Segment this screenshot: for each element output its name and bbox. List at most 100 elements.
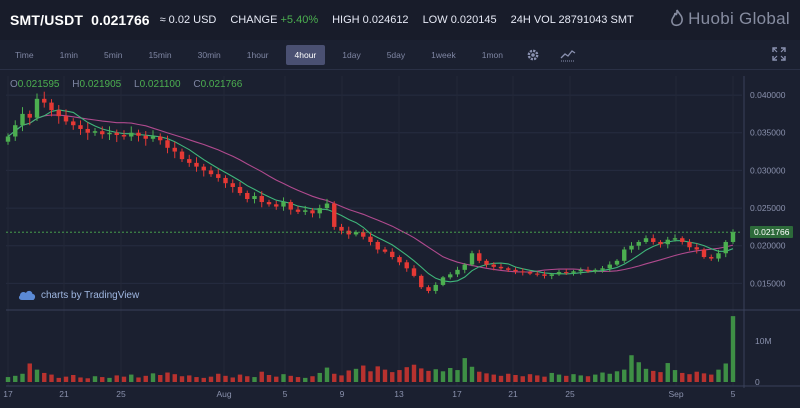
time-tick-label: Sep	[668, 389, 683, 399]
timeframe-time[interactable]: Time	[15, 49, 34, 60]
volume-bar	[440, 371, 446, 382]
volume-bar	[629, 355, 634, 382]
candle-body	[114, 132, 119, 135]
candle-body	[404, 262, 409, 269]
candlestick-chart[interactable]: 0.040000 0.035000 0.030000 0.025000 0.020000…	[0, 70, 800, 408]
candle-body	[448, 274, 453, 278]
candle-body	[484, 260, 489, 265]
fullscreen-icon[interactable]	[772, 47, 786, 66]
candle-body	[498, 266, 504, 269]
volume-bar	[317, 372, 322, 382]
volume-bar	[310, 376, 315, 382]
candle-body	[324, 203, 330, 209]
volume-bar	[506, 373, 511, 382]
timeframe-1day[interactable]: 1day	[342, 49, 361, 60]
candle-body	[397, 257, 402, 263]
volume-value: 28791043 SMT	[558, 14, 634, 26]
timeframe-1mon[interactable]: 1mon	[481, 49, 503, 60]
candle-body	[13, 125, 18, 137]
timeframe-1min[interactable]: 1min	[59, 49, 79, 60]
timeframe-5min[interactable]: 5min	[104, 49, 123, 60]
timeframe-30min[interactable]: 30min	[197, 49, 221, 60]
candle-body	[129, 132, 134, 137]
candle-body	[194, 162, 199, 167]
volume-bar	[158, 375, 163, 382]
volume-bar	[201, 377, 206, 382]
last-price: 0.021766	[91, 12, 150, 28]
volume-bar	[252, 377, 257, 382]
watermark-text: charts by TradingView	[41, 289, 140, 301]
candle-body	[332, 203, 337, 227]
candle-body	[165, 140, 170, 148]
high-value: 0.024612	[362, 14, 409, 26]
time-tick-label: 5	[283, 389, 288, 399]
change-label: CHANGE	[230, 14, 278, 26]
current-price-tag: 0.021766	[750, 226, 794, 239]
logo-text: Huobi Global	[688, 9, 790, 28]
candle-body	[672, 238, 678, 240]
volume-bar	[179, 376, 185, 382]
volume-bar	[448, 368, 453, 382]
candle-body	[440, 277, 446, 285]
volume-bar	[397, 370, 402, 382]
tradingview-watermark[interactable]: charts by TradingView	[18, 289, 139, 301]
volume-bar	[114, 375, 119, 382]
candle-body	[723, 241, 728, 254]
candle-body	[27, 113, 32, 118]
volume-bar	[709, 374, 714, 382]
candle-body	[614, 260, 620, 265]
timeframe-5day[interactable]: 5day	[386, 49, 406, 60]
volume-bar	[593, 374, 598, 382]
open-value: 0.021595	[17, 79, 60, 90]
open-label: O	[10, 79, 18, 90]
candle-body	[317, 208, 322, 214]
volume-bar	[578, 375, 583, 382]
chart-style-icon[interactable]	[560, 48, 576, 62]
candle-body	[419, 275, 424, 288]
candle-body	[100, 131, 105, 135]
chart-area[interactable]: 0.040000 0.035000 0.030000 0.025000 0.020000…	[0, 70, 800, 408]
candle-body	[230, 183, 235, 187]
timeframe-4hour[interactable]: 4hour	[285, 44, 326, 65]
candle-body	[375, 241, 380, 250]
low-stat: LOW 0.020145	[423, 14, 497, 26]
volume-bar	[150, 373, 156, 382]
candle-body	[477, 253, 482, 261]
volume-label: 24H VOL	[510, 14, 556, 26]
candle-body	[346, 230, 351, 235]
volume-bar	[716, 369, 721, 382]
volume-bar	[85, 378, 90, 382]
volume-bar	[404, 367, 409, 382]
candle-body	[121, 134, 127, 137]
candle-body	[71, 121, 76, 126]
candle-body	[687, 241, 692, 248]
volume-bar	[13, 375, 18, 382]
candle-body	[578, 269, 583, 272]
low-label: LOW	[422, 14, 448, 26]
change-stat: CHANGE +5.40%	[230, 14, 318, 26]
timeframe-1hour[interactable]: 1hour	[246, 49, 269, 60]
high-label-legend: H	[72, 79, 80, 90]
volume-bar	[27, 363, 32, 382]
usd-approx: ≈ 0.02 USD	[159, 14, 217, 26]
candle-body	[469, 253, 475, 265]
candle-body	[208, 170, 214, 175]
gear-icon[interactable]	[526, 48, 540, 62]
volume-bar	[361, 365, 366, 382]
volume-bar	[230, 377, 235, 382]
volume-bar	[295, 377, 301, 382]
cloud-icon	[18, 290, 36, 300]
candle-body	[288, 202, 293, 210]
timeframe-15min[interactable]: 15min	[148, 49, 172, 60]
candle-body	[42, 98, 47, 103]
timeframe-1week[interactable]: 1week	[431, 49, 456, 60]
candle-body	[303, 210, 308, 212]
volume-bar	[339, 375, 344, 382]
time-tick-label: 5	[731, 389, 736, 399]
volume-bar	[136, 377, 141, 382]
candle-body	[462, 264, 467, 270]
volume-bar	[274, 376, 279, 382]
candle-body	[643, 238, 649, 242]
price-tick-label: 0.020000	[750, 241, 786, 251]
axes: 0.040000 0.035000 0.030000 0.025000 0.020000…	[3, 76, 800, 399]
